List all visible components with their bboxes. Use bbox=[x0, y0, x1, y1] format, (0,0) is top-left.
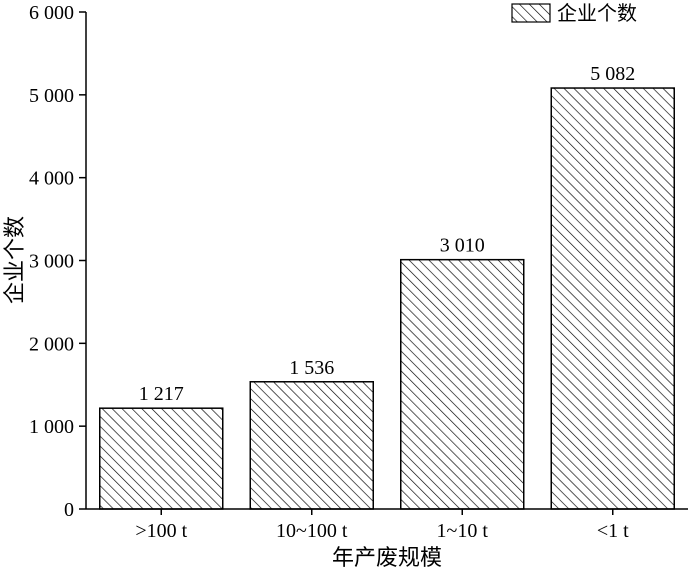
y-tick-label: 5 000 bbox=[29, 85, 74, 107]
y-tick-label: 3 000 bbox=[29, 251, 74, 273]
x-axis-ticks: >100 t 10~100 t 1~10 t <1 t bbox=[135, 509, 629, 542]
bar-value-label: 1 217 bbox=[139, 383, 184, 405]
y-axis-title: 企业个数 bbox=[2, 216, 27, 304]
bar bbox=[249, 381, 374, 510]
x-tick-label: 10~100 t bbox=[276, 520, 348, 542]
bar-value-label: 1 536 bbox=[289, 357, 334, 379]
data-labels: 1 217 1 536 3 010 5 082 bbox=[139, 63, 636, 405]
y-tick-label: 0 bbox=[64, 499, 74, 521]
bar bbox=[550, 87, 675, 510]
legend: 企业个数 bbox=[511, 2, 637, 25]
bar bbox=[99, 407, 224, 510]
bar bbox=[400, 258, 525, 510]
bar-value-label: 5 082 bbox=[590, 63, 635, 85]
y-tick-label: 4 000 bbox=[29, 168, 74, 190]
y-tick-label: 6 000 bbox=[29, 2, 74, 24]
x-tick-label: <1 t bbox=[597, 520, 629, 542]
y-tick-label: 1 000 bbox=[29, 416, 74, 438]
legend-label: 企业个数 bbox=[557, 2, 637, 25]
y-tick-label: 2 000 bbox=[29, 333, 74, 355]
legend-swatch bbox=[511, 3, 551, 23]
y-axis-ticks: 0 1 000 2 000 3 000 4 000 5 000 6 000 bbox=[29, 2, 86, 521]
x-axis-title: 年产废规模 bbox=[332, 545, 442, 570]
x-tick-label: >100 t bbox=[135, 520, 187, 542]
bar-value-label: 3 010 bbox=[440, 235, 485, 257]
bars bbox=[99, 87, 675, 510]
x-tick-label: 1~10 t bbox=[437, 520, 489, 542]
